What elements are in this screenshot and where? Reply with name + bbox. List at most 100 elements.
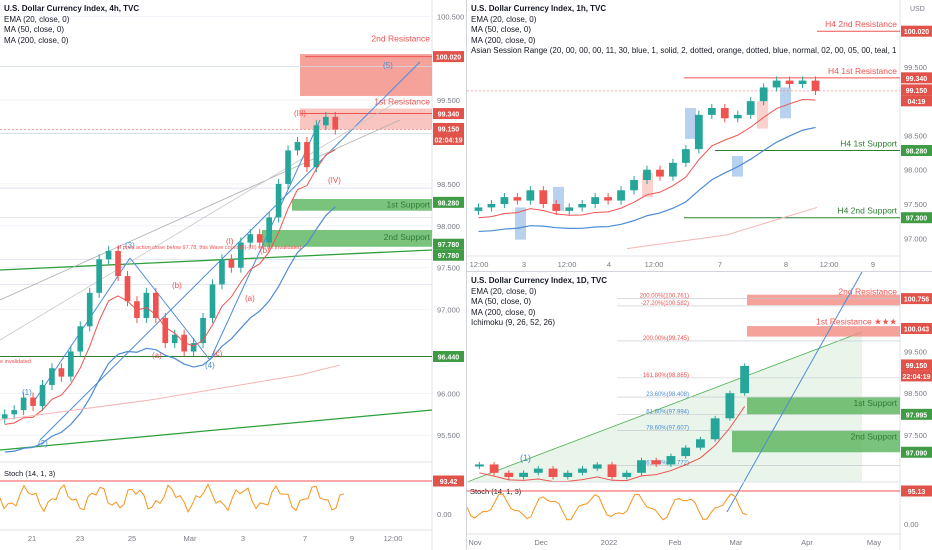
candle-4h-candle <box>1 414 8 419</box>
x-tick-label-1h: 8 <box>784 260 788 269</box>
candle-1h-candle <box>591 197 600 204</box>
chart-panel-1h[interactable]: USD 99.500 98.500 98.000 97.500 97.000 H4 2nd … <box>467 0 932 271</box>
zone-label-1d: 1st Resistance ★★★ <box>816 316 897 326</box>
candle-1h-candle <box>526 190 535 201</box>
price-badge-1d: 22:04:19 <box>902 374 930 381</box>
x-tick-label-1d: Apr <box>801 538 813 547</box>
price-badge-4h-bg <box>433 238 464 250</box>
wave-label: (III) <box>294 109 306 118</box>
trendline-blue <box>39 61 421 441</box>
wave-label: (IV) <box>328 176 341 185</box>
candle-1h-candle <box>578 204 587 208</box>
fib-label: -27.20%(100.582) <box>641 301 689 307</box>
price-badge-1h: 97.300 <box>906 216 928 223</box>
wave-label: (2) <box>38 439 48 448</box>
candle-4h-candle <box>323 116 329 126</box>
candle-4h-candle <box>266 217 272 243</box>
candle-1h-candle <box>785 80 794 84</box>
candle-4h-candle <box>171 334 178 344</box>
price-axis-1h <box>900 0 932 271</box>
candle-4h-candle <box>58 368 65 377</box>
fib-label: 23.60%(98.408) <box>646 392 689 398</box>
indicator-ma50[interactable]: MA (50, close, 0) <box>4 25 65 34</box>
panel-divider-horizontal[interactable] <box>467 271 932 272</box>
candle-1h-candle <box>643 169 651 180</box>
channel-line-1 <box>0 119 401 301</box>
fib-label: 78.60%(97.607) <box>646 426 689 432</box>
chart-canvas-4h[interactable]: 100.500 99.500 98.500 98.000 97.500 97.000 96.… <box>0 0 466 550</box>
y-tick-label-4h: 96.000 <box>437 389 460 398</box>
price-badge-1d: 97.995 <box>906 412 928 419</box>
candle-4h-candle <box>49 368 55 385</box>
candle-1h-candle <box>707 108 716 115</box>
candle-1d-candle <box>474 464 484 467</box>
candle-1d-candle <box>622 472 632 477</box>
asian-session-box <box>757 101 768 129</box>
price-badge-1d: 100.756 <box>904 297 929 304</box>
asian-session-box <box>553 186 564 211</box>
chart-panel-4h[interactable]: 100.500 99.500 98.500 98.000 97.500 97.000 96.… <box>0 0 466 550</box>
candle-4h-candle <box>153 292 159 318</box>
trendline-blue-1d <box>726 272 863 513</box>
price-axis-4h <box>432 0 466 550</box>
chart-panel-1d[interactable]: 99.500 98.500 97.500 200.00%(100.761) -27.20… <box>467 272 932 550</box>
candle-4h-candle <box>190 343 197 352</box>
panel-divider-vertical[interactable] <box>466 0 467 550</box>
price-badge-4h-bg <box>433 108 464 120</box>
price-badge-1h: 99.340 <box>906 76 928 83</box>
channel-line-2 <box>0 99 401 341</box>
zone-label-1d: 2nd Resistance <box>838 287 897 297</box>
indicator-ema[interactable]: EMA (20, close, 0) <box>471 286 537 296</box>
indicator-ma50[interactable]: MA (50, close, 0) <box>471 25 532 34</box>
wave-label: (b) <box>260 246 270 255</box>
price-badge-1h: 04:19 <box>908 99 926 106</box>
candle-4h-candle <box>30 397 36 406</box>
candle-1d-candle <box>548 468 558 477</box>
price-badge-1d-bg <box>901 370 932 382</box>
indicator-ichimoku[interactable]: Ichimoku (9, 26, 52, 26) <box>471 318 556 327</box>
chart-canvas-1h[interactable]: USD 99.500 98.500 98.000 97.500 97.000 H4 2nd … <box>467 0 932 271</box>
indicator-ma50[interactable]: MA (50, close, 0) <box>471 297 532 306</box>
chart-canvas-1d[interactable]: 99.500 98.500 97.500 200.00%(100.761) -27.20… <box>467 272 932 550</box>
candle-4h-candle <box>11 410 17 415</box>
indicator-ma200[interactable]: MA (200, close, 0) <box>471 307 536 317</box>
asian-session-box <box>515 207 526 240</box>
wave-label: (1) <box>22 388 32 397</box>
candle-1h-candle <box>630 180 638 191</box>
x-tick-label-4h: 25 <box>128 534 136 543</box>
price-badge-1h: 99.150 <box>906 88 928 95</box>
ema-line-1d <box>479 406 746 483</box>
ma200-line-4h <box>0 364 341 421</box>
y-tick-label-1d: 97.500 <box>904 431 927 440</box>
indicator-ma200[interactable]: MA (200, close, 0) <box>4 35 69 45</box>
candle-1h-candle <box>539 190 548 204</box>
candle-1d-candle <box>489 464 499 473</box>
y-tick-label-1h: 97.000 <box>904 234 927 243</box>
indicator-ema[interactable]: EMA (20, close, 0) <box>471 14 537 24</box>
fib-label: 61.80%(97.994) <box>646 409 689 415</box>
ema-line-4h <box>4 149 336 425</box>
price-badge-1d-bg <box>901 408 932 420</box>
x-tick-label-1d: Nov <box>468 538 482 547</box>
x-tick-label-1h: 4 <box>607 260 611 269</box>
indicator-asian-session[interactable]: Asian Session Range (20, 00, 00, 00, 11,… <box>471 46 896 55</box>
price-badge-4h-bg <box>433 249 464 261</box>
indicator-ma200[interactable]: MA (200, close, 0) <box>471 35 536 45</box>
candle-1d-candle <box>666 456 676 465</box>
candle-1h-candle <box>811 80 820 91</box>
candle-1h-candle <box>474 207 483 211</box>
chart-title-1h: U.S. Dollar Currency Index, 1h, TVC <box>471 4 607 13</box>
fib-triangle-edge <box>467 331 863 483</box>
candle-4h-candle <box>332 116 339 130</box>
level-label-1h: H4 2nd Support <box>837 206 897 216</box>
candle-1d-candle <box>696 439 705 448</box>
y-tick-label-1h: 97.500 <box>904 200 927 209</box>
candle-1h-candle <box>759 87 768 102</box>
indicator-ema[interactable]: EMA (20, close, 0) <box>4 14 70 24</box>
x-tick-label-1h: 12:00 <box>645 260 664 269</box>
candle-1h-candle <box>656 169 664 177</box>
ma200-line-1h <box>626 206 818 250</box>
wave-label: (b) <box>172 281 182 290</box>
candle-1d-candle <box>563 472 573 477</box>
candle-4h-candle <box>228 259 235 268</box>
